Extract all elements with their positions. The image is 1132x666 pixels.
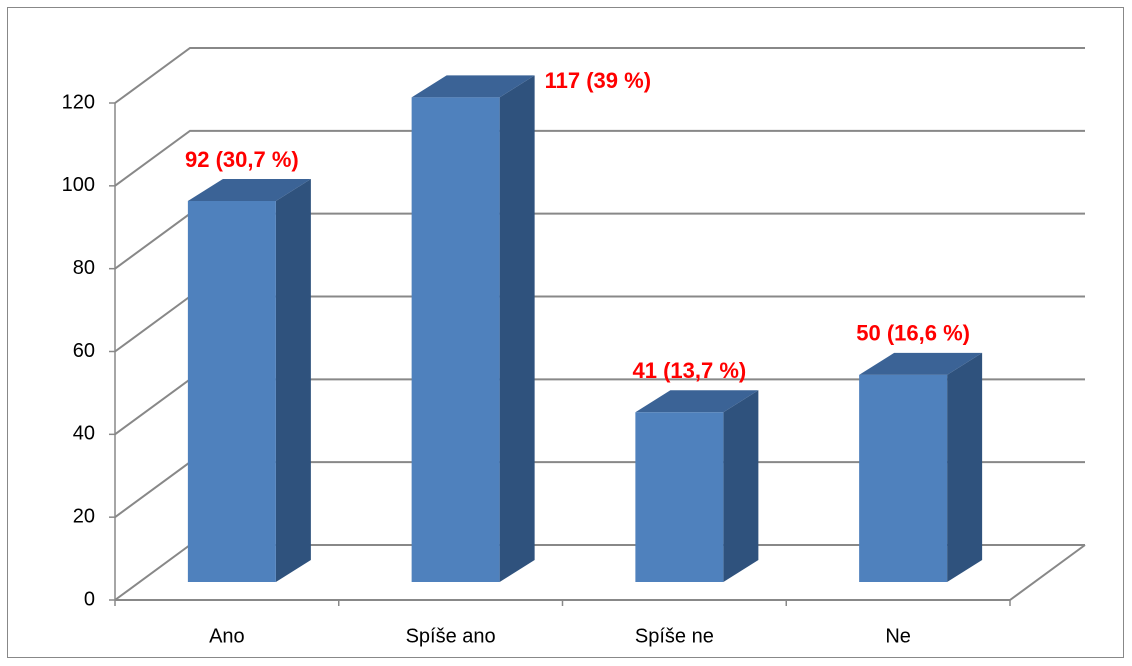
y-tick-label: 40 bbox=[73, 423, 95, 445]
x-tick-label: Spíše ne bbox=[635, 625, 714, 647]
bar-side bbox=[499, 75, 535, 583]
y-tick-label: 20 bbox=[73, 505, 95, 527]
bar-side bbox=[275, 178, 311, 582]
x-tick-label: Ne bbox=[885, 625, 911, 647]
bar-front bbox=[859, 374, 948, 582]
y-tick-label: 100 bbox=[62, 174, 95, 196]
y-tick-label: 0 bbox=[84, 588, 95, 610]
value-label: 92 (30,7 %) bbox=[185, 147, 299, 172]
y-tick-label: 60 bbox=[73, 340, 95, 362]
bar-front bbox=[411, 97, 500, 583]
grid-line bbox=[114, 129, 1085, 187]
bar bbox=[859, 352, 983, 582]
bar bbox=[411, 75, 535, 583]
bar-top bbox=[859, 352, 983, 375]
bar-top bbox=[411, 75, 535, 98]
bar-front bbox=[187, 200, 276, 582]
bar-top bbox=[635, 390, 759, 413]
value-label: 41 (13,7 %) bbox=[633, 358, 747, 383]
value-label: 117 (39 %) bbox=[545, 68, 651, 93]
bar-side bbox=[947, 352, 983, 582]
y-tick-label: 80 bbox=[73, 257, 95, 279]
grid-line bbox=[114, 47, 1085, 104]
x-tick-label: Spíše ano bbox=[406, 625, 496, 647]
bar bbox=[635, 390, 759, 582]
bar bbox=[187, 178, 311, 582]
y-tick-label: 120 bbox=[62, 91, 95, 113]
value-label: 50 (16,6 %) bbox=[856, 321, 970, 346]
x-tick-label: Ano bbox=[209, 625, 245, 647]
bar-front bbox=[635, 412, 724, 582]
bar-side bbox=[723, 390, 759, 582]
bar-top bbox=[187, 178, 311, 201]
